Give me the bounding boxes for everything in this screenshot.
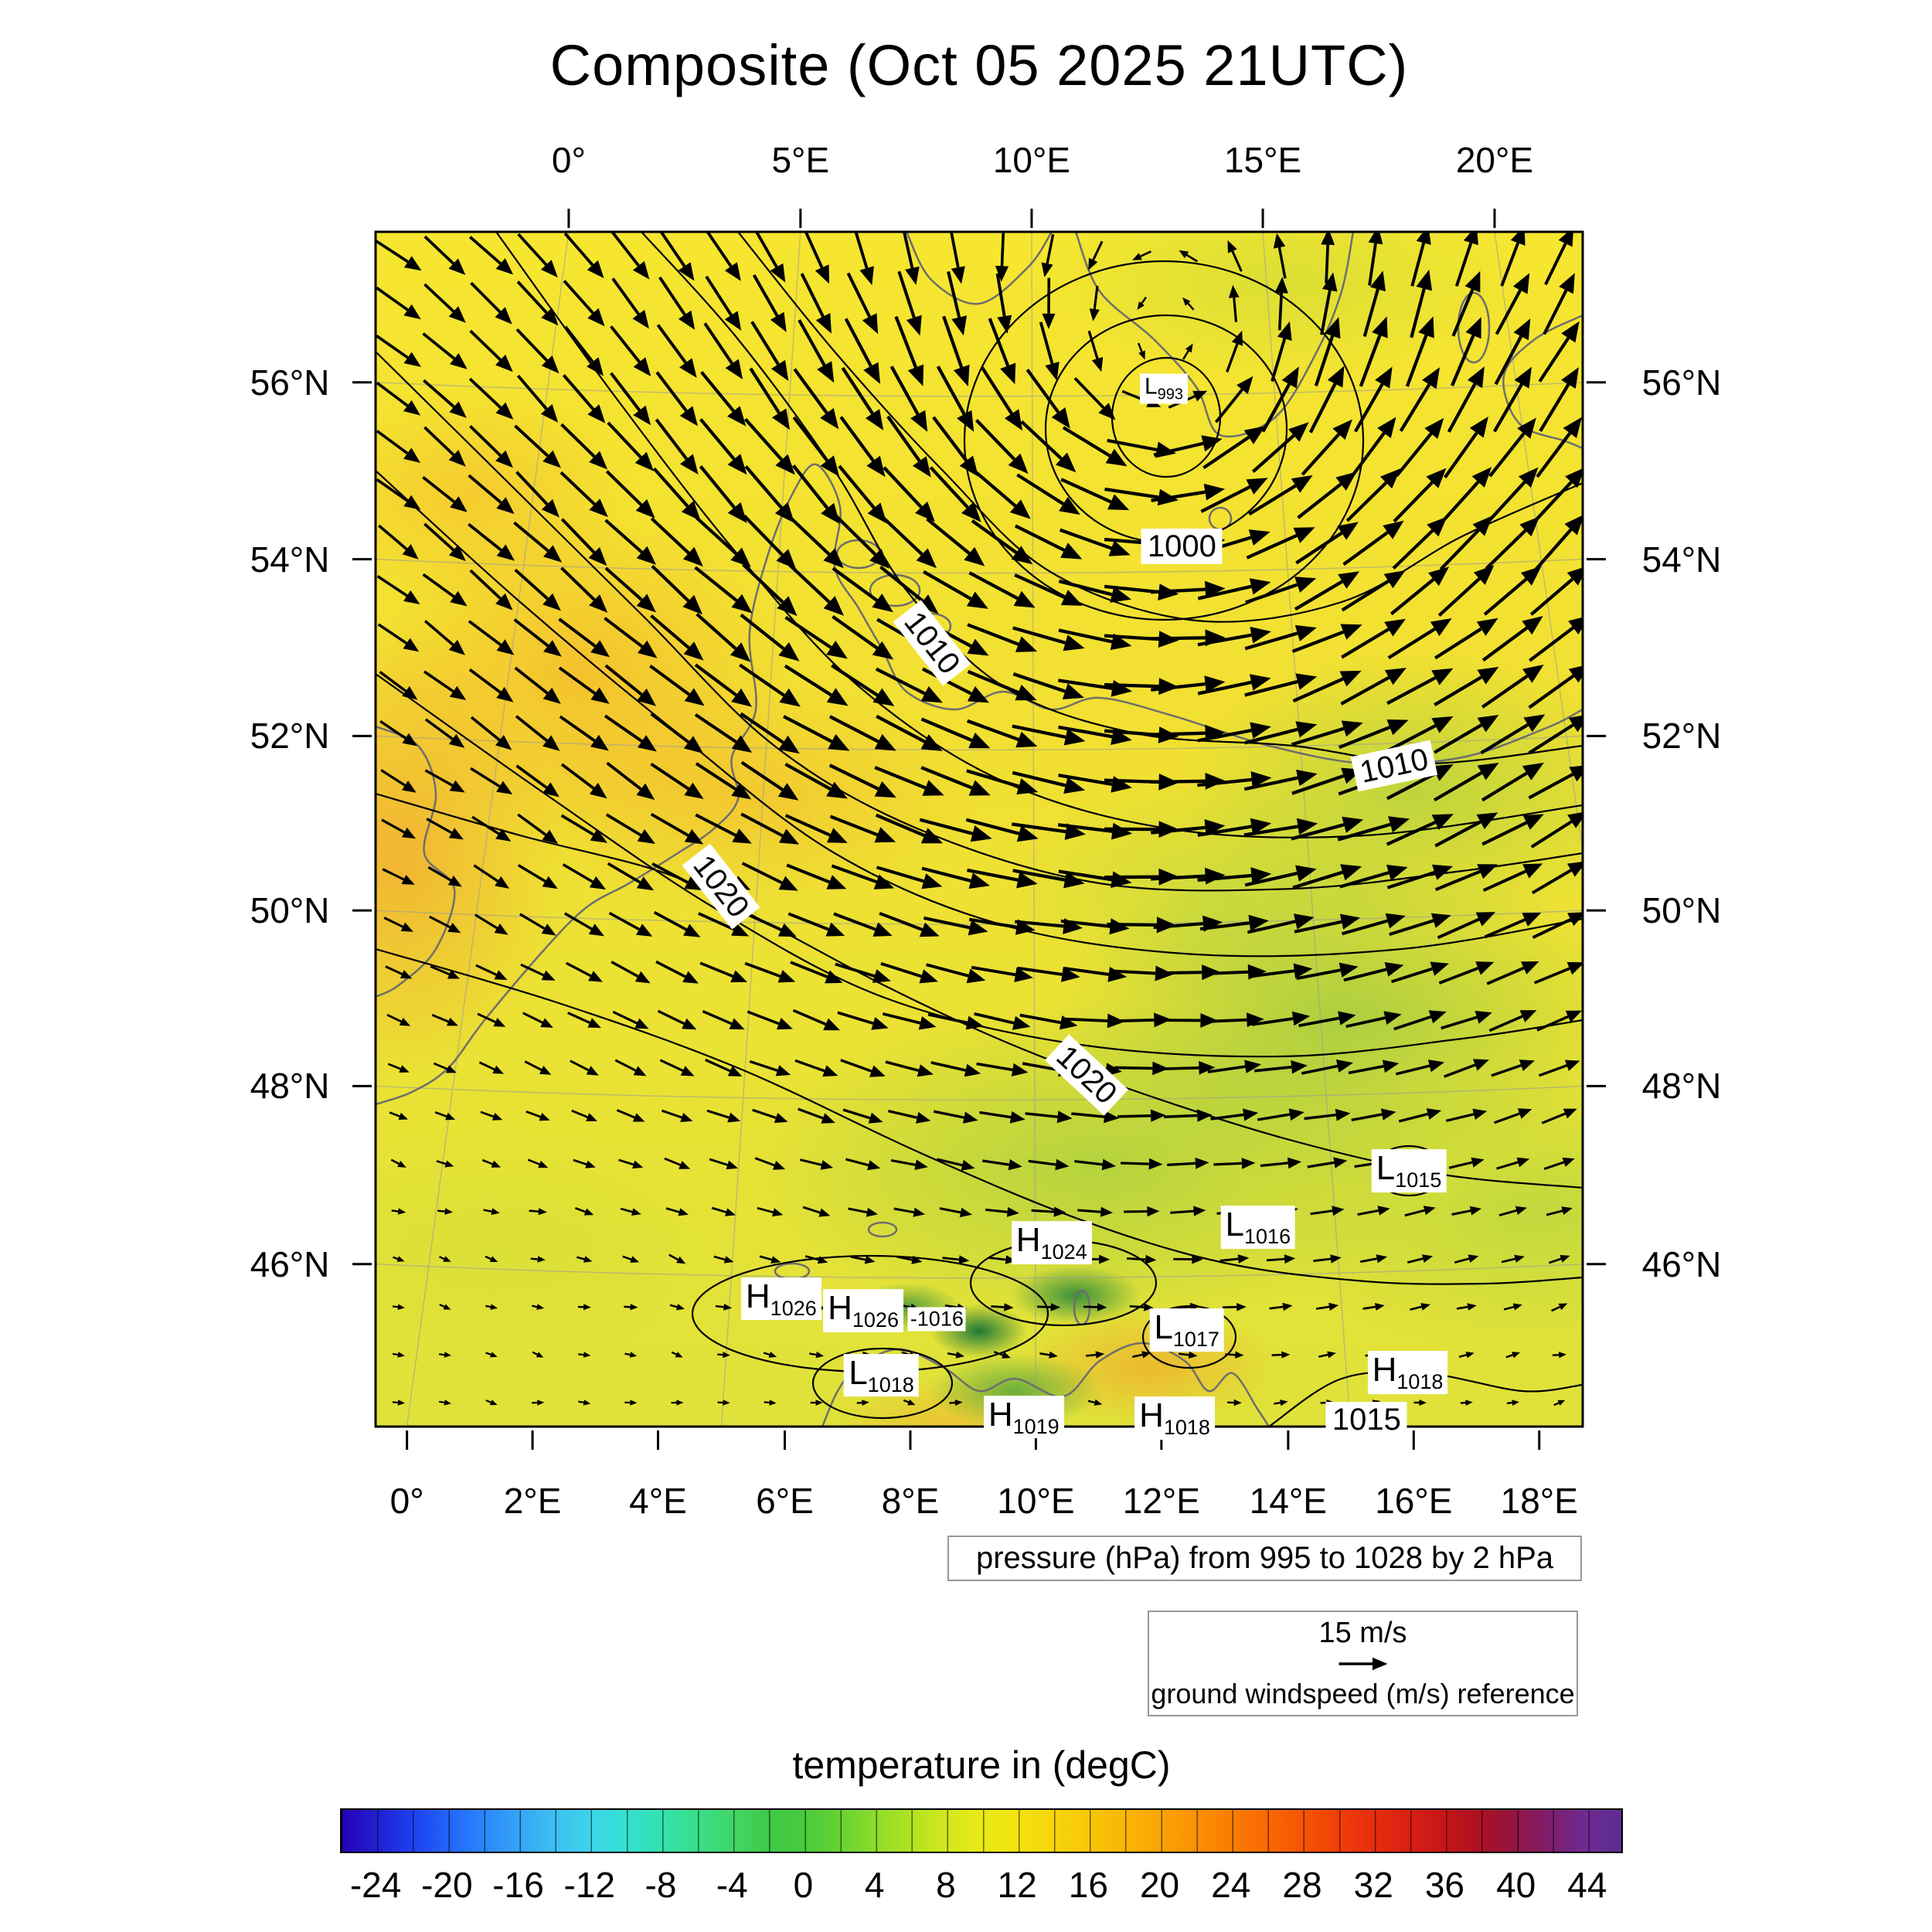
colorbar-tick: 44 [1567, 1865, 1607, 1905]
axis-left-label: 50°N [250, 890, 330, 931]
temperature-colorbar [340, 1808, 1623, 1853]
pressure-center-L: L993 [1139, 373, 1189, 404]
axis-bottom-label: 2°E [503, 1481, 562, 1521]
axis-bottom-label: 14°E [1249, 1481, 1327, 1521]
pressure-center-H: H1019 [983, 1395, 1064, 1439]
axis-ticks [352, 209, 1606, 1450]
colorbar-tick: 16 [1068, 1865, 1108, 1905]
axis-left-label: 46°N [250, 1243, 330, 1284]
colorbar-tick: -4 [716, 1865, 748, 1905]
map-frame [374, 230, 1584, 1428]
pressure-center-H: H1018 [1134, 1396, 1215, 1440]
colorbar-tick: 12 [997, 1865, 1037, 1905]
pressure-center-L: L1015 [1371, 1149, 1447, 1193]
pressure-center: -1016 [907, 1307, 966, 1332]
colorbar-tick: -20 [421, 1865, 473, 1905]
pressure-center-H: H1018 [1367, 1351, 1448, 1395]
axis-bottom-label: 4°E [629, 1481, 687, 1521]
pressure-center-L: L1018 [844, 1353, 919, 1397]
colorbar-tick: 0 [793, 1865, 814, 1905]
reference-arrow-icon [1338, 1657, 1387, 1671]
axis-bottom-label: 16°E [1375, 1481, 1453, 1521]
axis-right-label: 54°N [1641, 539, 1722, 580]
colorbar-tick: 36 [1424, 1865, 1465, 1905]
axis-right-label: 50°N [1641, 890, 1722, 931]
colorbar-tick: -24 [349, 1865, 402, 1905]
axis-bottom-label: 12°E [1122, 1481, 1200, 1521]
pressure-center-L: L1017 [1149, 1308, 1224, 1352]
map-labels-layer: 1000 1010 1010 1020 1020 1015 L993 L1015 L1016 H1… [376, 232, 1583, 1440]
reference-speed-label: 15 m/s [1318, 1617, 1407, 1649]
wind-legend-caption: ground windspeed (m/s) reference [1151, 1678, 1575, 1709]
axis-top-label: 20°E [1455, 140, 1534, 180]
colorbar-tick: 4 [864, 1865, 885, 1905]
axis-top-label: 10°E [992, 140, 1071, 180]
axis-bottom-label: 10°E [997, 1481, 1075, 1521]
colorbar-tick: 24 [1211, 1865, 1251, 1905]
colorbar-tick: 20 [1139, 1865, 1180, 1905]
axis-bottom-label: 18°E [1500, 1481, 1578, 1521]
axis-right-label: 48°N [1641, 1066, 1722, 1107]
colorbar-tick: -12 [563, 1865, 616, 1905]
pressure-center-H: H1024 [1011, 1220, 1092, 1264]
isobar-label: 1020 [1044, 1034, 1129, 1117]
pressure-caption-text: pressure (hPa) from 995 to 1028 by 2 hPa [975, 1541, 1554, 1575]
pressure-center-H: H1026 [740, 1277, 821, 1321]
axis-right-label: 56°N [1641, 362, 1722, 403]
wind-arrows-layer [376, 232, 1583, 1406]
colorbar-tick: 28 [1282, 1865, 1322, 1905]
isobar-label: 1000 [1141, 528, 1223, 564]
isobar-label: 1015 [1325, 1401, 1407, 1437]
weather-map: 1000 1010 1010 1020 1020 1015 L993 L1015 L1016 H1… [250, 140, 1722, 1521]
map-overlay-svg [352, 209, 1606, 1450]
colorbar-segments [342, 1810, 1621, 1852]
pressure-center-H: H1026 [823, 1289, 903, 1332]
colorbar-tick: -8 [645, 1865, 677, 1905]
axis-bottom-label: 6°E [756, 1481, 814, 1521]
pressure-center-L: L1016 [1220, 1205, 1296, 1249]
axis-right-label: 46°N [1641, 1243, 1722, 1284]
colorbar-tick: -16 [492, 1865, 544, 1905]
isobar-label: 1010 [893, 600, 971, 686]
axis-top-label: 0° [551, 140, 586, 180]
isobar-label: 1020 [682, 843, 760, 930]
page-title: Composite (Oct 05 2025 21UTC) [549, 33, 1409, 97]
axis-top-label: 15°E [1223, 140, 1302, 180]
pressure-caption: pressure (hPa) from 995 to 1028 by 2 hPa [947, 1536, 1582, 1581]
colorbar-tick-labels: -24 -20 -16 -12 -8 -4 0 4 8 12 16 20 24 28 32 36 40 44 [340, 1864, 1623, 1910]
axis-bottom-label: 0° [389, 1481, 424, 1521]
wind-reference-legend: 15 m/s ground windspeed (m/s) reference [1148, 1611, 1578, 1716]
axis-left-label: 48°N [250, 1066, 330, 1107]
colorbar-tick: 32 [1353, 1865, 1393, 1905]
colorbar-tick: 8 [936, 1865, 956, 1905]
axis-bottom-label: 8°E [881, 1481, 940, 1521]
axis-left-label: 52°N [250, 716, 330, 757]
axis-top-label: 5°E [771, 140, 830, 180]
axis-left-label: 54°N [250, 539, 330, 580]
colorbar-title: temperature in (degC) [792, 1743, 1171, 1787]
axis-right-label: 52°N [1641, 716, 1722, 757]
axis-left-label: 56°N [250, 362, 330, 403]
colorbar-tick: 40 [1496, 1865, 1536, 1905]
isobar-label: 1010 [1351, 740, 1438, 792]
